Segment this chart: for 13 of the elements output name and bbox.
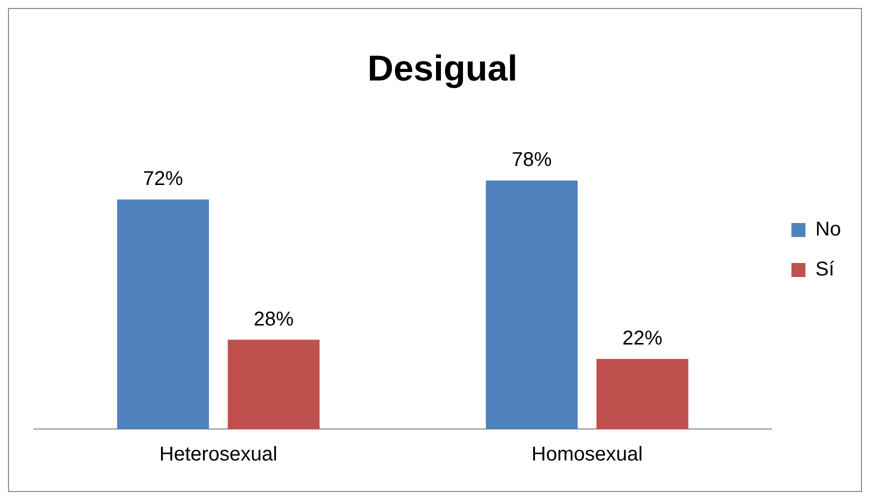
legend-label: No <box>815 218 842 241</box>
bar <box>117 200 209 429</box>
data-label: 72% <box>143 168 184 190</box>
data-label: 28% <box>254 308 294 330</box>
bar <box>486 180 578 429</box>
x-tick-label: Homosexual <box>531 444 643 466</box>
chart-title: Desigual <box>367 48 518 89</box>
x-tick-label: Heterosexual <box>159 444 278 466</box>
data-label: 22% <box>622 327 663 350</box>
legend-label: Sí <box>815 258 835 281</box>
bar <box>228 340 320 429</box>
bar <box>596 358 688 429</box>
data-label: 78% <box>512 148 552 171</box>
